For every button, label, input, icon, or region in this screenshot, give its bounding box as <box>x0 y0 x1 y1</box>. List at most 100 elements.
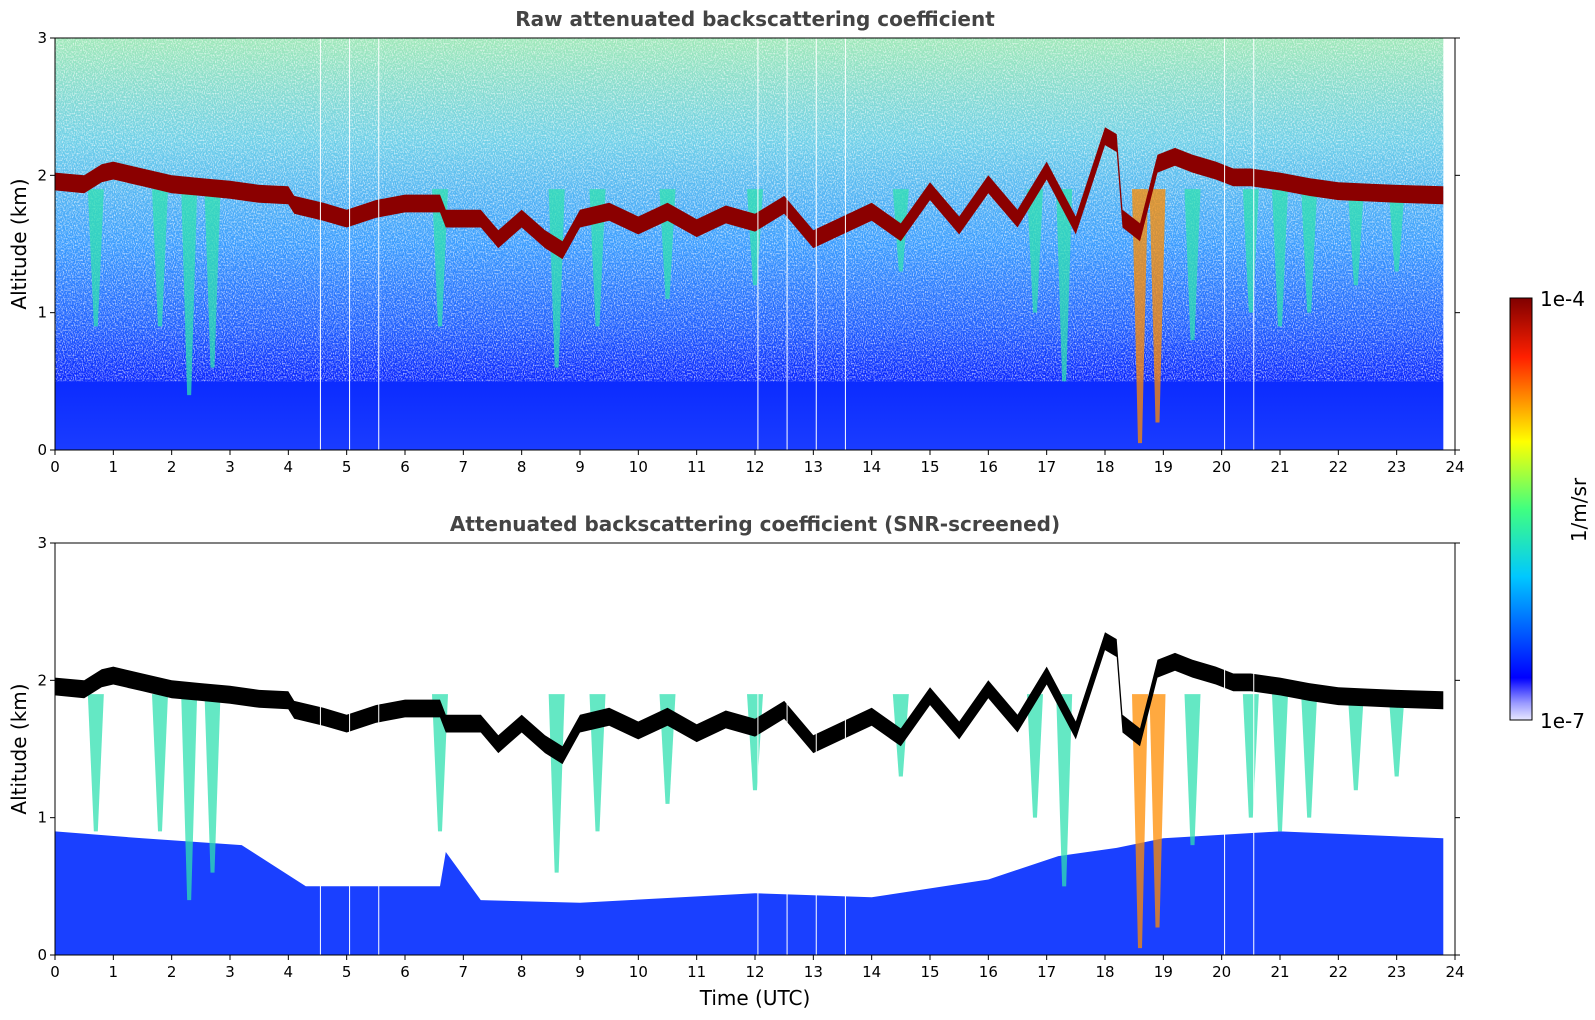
panel-2: Attenuated backscattering coefficient (S… <box>7 512 1465 1010</box>
x-tick-label: 1 <box>109 963 119 981</box>
virga-streak <box>204 189 221 368</box>
cloud-layer <box>55 632 1444 765</box>
virga-streak <box>548 694 565 873</box>
colorbar-label: 1/m/sr <box>1567 477 1591 542</box>
virga-streak <box>152 694 168 832</box>
x-tick-label: 12 <box>745 963 764 981</box>
x-tick-label: 16 <box>979 458 998 476</box>
virga-streak <box>1272 694 1288 832</box>
virga-streak <box>1272 189 1288 327</box>
virga-streak <box>1347 189 1364 286</box>
virga-streak <box>1388 694 1405 777</box>
x-tick-label: 6 <box>400 963 410 981</box>
virga-streak <box>181 189 198 396</box>
x-tick-label: 19 <box>1154 458 1173 476</box>
x-tick-label: 20 <box>1212 458 1231 476</box>
heatmap-area <box>55 543 1444 955</box>
x-tick-label: 1 <box>109 458 119 476</box>
virga-streak <box>1132 694 1148 949</box>
x-tick-label: 18 <box>1095 963 1114 981</box>
x-tick-label: 15 <box>920 963 939 981</box>
x-tick-label: 19 <box>1154 963 1173 981</box>
panel-1: Raw attenuated backscattering coefficien… <box>7 7 1465 476</box>
y-tick-label: 3 <box>37 534 47 552</box>
x-tick-label: 9 <box>575 458 585 476</box>
x-tick-label: 12 <box>745 458 764 476</box>
x-tick-label: 8 <box>517 963 527 981</box>
virga-streak <box>181 694 198 901</box>
virga-streak <box>1184 189 1201 341</box>
heatmap-area <box>55 38 1444 450</box>
virga-streak <box>1242 189 1259 313</box>
chart-title: Raw attenuated backscattering coefficien… <box>515 7 995 31</box>
y-axis-label: Altitude (km) <box>7 178 31 309</box>
x-tick-label: 14 <box>862 963 881 981</box>
y-axis-label: Altitude (km) <box>7 683 31 814</box>
fog-layer <box>55 831 1444 955</box>
x-tick-label: 9 <box>575 963 585 981</box>
x-tick-label: 0 <box>50 963 60 981</box>
virga-streak <box>1388 189 1405 272</box>
chart-title: Attenuated backscattering coefficient (S… <box>450 512 1060 536</box>
virga-streak <box>1027 694 1043 818</box>
x-tick-label: 11 <box>687 963 706 981</box>
x-tick-label: 7 <box>459 963 469 981</box>
virga-streak <box>87 694 104 832</box>
colorbar-max-label: 1e-4 <box>1540 287 1585 311</box>
virga-streak <box>1242 694 1259 818</box>
cloud-layer <box>55 127 1444 260</box>
x-tick-label: 16 <box>979 963 998 981</box>
x-tick-label: 5 <box>342 458 352 476</box>
virga-streak <box>1056 189 1073 382</box>
x-tick-label: 24 <box>1445 963 1464 981</box>
x-tick-label: 22 <box>1329 963 1348 981</box>
x-tick-label: 2 <box>167 458 177 476</box>
y-tick-label: 1 <box>37 809 47 827</box>
y-tick-label: 2 <box>37 166 47 184</box>
x-tick-label: 10 <box>629 458 648 476</box>
virga-streak <box>152 189 168 327</box>
y-tick-label: 0 <box>37 946 47 964</box>
y-tick-label: 1 <box>37 304 47 322</box>
virga-streak <box>1301 189 1318 313</box>
y-tick-label: 2 <box>37 671 47 689</box>
x-tick-label: 10 <box>629 963 648 981</box>
x-tick-label: 24 <box>1445 458 1464 476</box>
virga-streak <box>747 694 763 791</box>
colorbar-min-label: 1e-7 <box>1540 709 1585 733</box>
x-tick-label: 21 <box>1270 963 1289 981</box>
x-tick-label: 17 <box>1037 963 1056 981</box>
virga-streak <box>204 694 221 873</box>
virga-streak <box>1184 694 1201 846</box>
x-tick-label: 3 <box>225 963 235 981</box>
x-tick-label: 11 <box>687 458 706 476</box>
x-tick-label: 17 <box>1037 458 1056 476</box>
x-tick-label: 5 <box>342 963 352 981</box>
virga-streak <box>432 189 448 327</box>
x-tick-label: 2 <box>167 963 177 981</box>
x-tick-label: 18 <box>1095 458 1114 476</box>
y-tick-label: 0 <box>37 441 47 459</box>
virga-streak <box>1056 694 1073 887</box>
virga-streak <box>1301 694 1318 818</box>
x-tick-label: 3 <box>225 458 235 476</box>
virga-streak <box>87 189 104 327</box>
x-tick-label: 23 <box>1387 963 1406 981</box>
x-tick-label: 13 <box>804 458 823 476</box>
x-tick-label: 22 <box>1329 458 1348 476</box>
x-tick-label: 4 <box>284 458 294 476</box>
virga-streak <box>1149 189 1166 423</box>
virga-streak <box>548 189 565 368</box>
virga-streak <box>1347 694 1364 791</box>
x-tick-label: 7 <box>459 458 469 476</box>
x-tick-label: 15 <box>920 458 939 476</box>
x-tick-label: 8 <box>517 458 527 476</box>
colorbar: 1e-4 1e-7 1/m/sr <box>1509 287 1591 733</box>
x-tick-label: 13 <box>804 963 823 981</box>
x-tick-label: 4 <box>284 963 294 981</box>
y-tick-label: 3 <box>37 29 47 47</box>
x-tick-label: 20 <box>1212 963 1231 981</box>
x-axis-label: Time (UTC) <box>699 986 811 1010</box>
virga-streak <box>432 694 448 832</box>
